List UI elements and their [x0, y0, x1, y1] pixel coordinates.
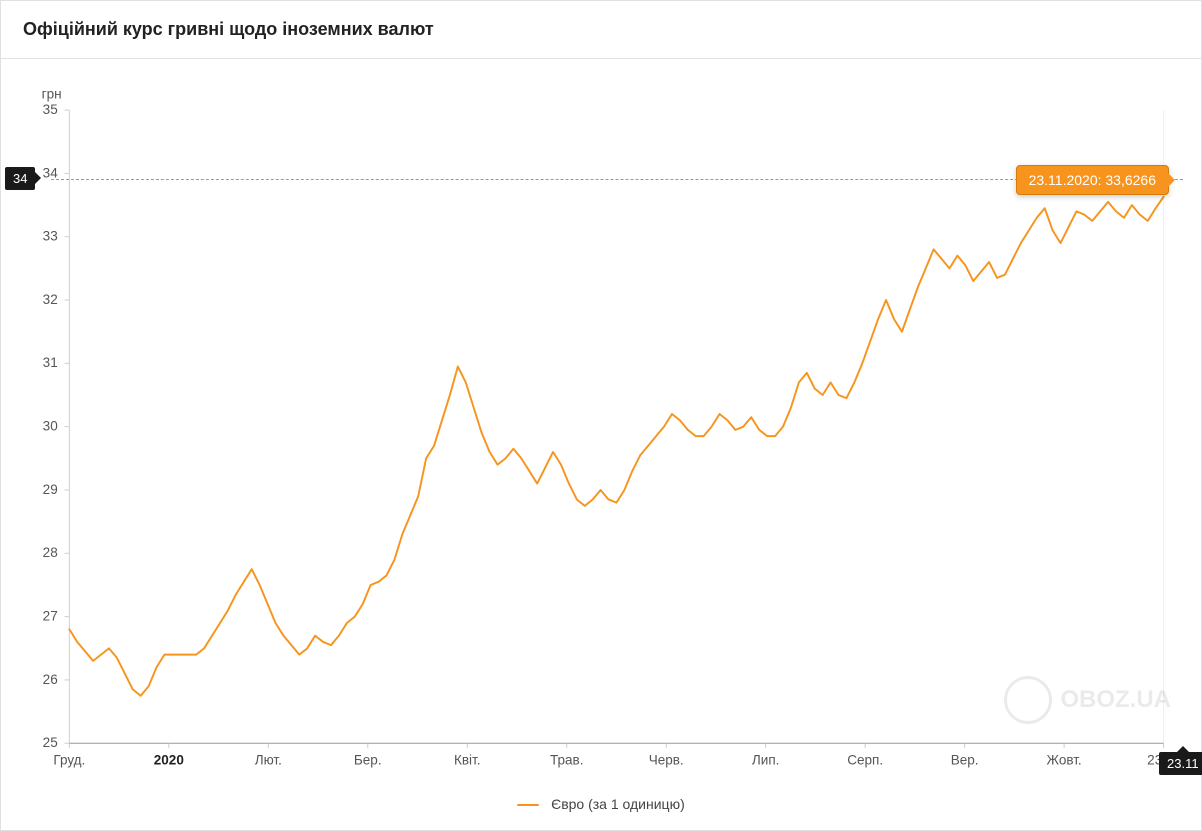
- svg-text:Лип.: Лип.: [752, 753, 780, 768]
- legend-label: Євро (за 1 одиницю): [551, 796, 685, 812]
- svg-text:25: 25: [43, 735, 58, 750]
- x-axis-highlight-badge: 23.11: [1159, 752, 1202, 775]
- svg-text:26: 26: [43, 672, 58, 687]
- svg-text:2020: 2020: [154, 753, 184, 768]
- svg-text:31: 31: [43, 355, 58, 370]
- svg-text:Черв.: Черв.: [649, 753, 684, 768]
- y-axis-highlight-badge: 34: [5, 167, 35, 190]
- svg-text:Груд.: Груд.: [53, 753, 85, 768]
- chart-container: Офіційний курс гривні щодо іноземних вал…: [0, 0, 1202, 831]
- svg-text:Вер.: Вер.: [951, 753, 979, 768]
- svg-text:28: 28: [43, 545, 58, 560]
- svg-text:27: 27: [43, 608, 58, 623]
- chart-svg: грн2526272829303132333435Груд.2020Лют.Бе…: [21, 79, 1181, 784]
- svg-text:Жовт.: Жовт.: [1047, 753, 1082, 768]
- svg-text:Серп.: Серп.: [847, 753, 883, 768]
- svg-text:30: 30: [43, 419, 58, 434]
- chart-legend: Євро (за 1 одиницю): [1, 784, 1201, 830]
- svg-text:35: 35: [43, 102, 58, 117]
- svg-text:33: 33: [43, 229, 58, 244]
- svg-text:29: 29: [43, 482, 58, 497]
- svg-text:Квіт.: Квіт.: [454, 753, 481, 768]
- svg-text:Трав.: Трав.: [550, 753, 583, 768]
- data-point-tooltip: 23.11.2020: 33,6266: [1016, 165, 1169, 195]
- crosshair-line: [51, 179, 1183, 180]
- chart-header: Офіційний курс гривні щодо іноземних вал…: [1, 1, 1201, 59]
- svg-text:32: 32: [43, 292, 58, 307]
- chart-title: Офіційний курс гривні щодо іноземних вал…: [23, 19, 1179, 40]
- legend-swatch: [517, 804, 539, 806]
- svg-text:Бер.: Бер.: [354, 753, 382, 768]
- svg-text:грн: грн: [42, 86, 62, 101]
- svg-text:Лют.: Лют.: [255, 753, 282, 768]
- chart-area[interactable]: грн 25 26 27 28 29 30 31 32 33 34 35 Груд. 2020 Лют. Бе…: [1, 59, 1201, 784]
